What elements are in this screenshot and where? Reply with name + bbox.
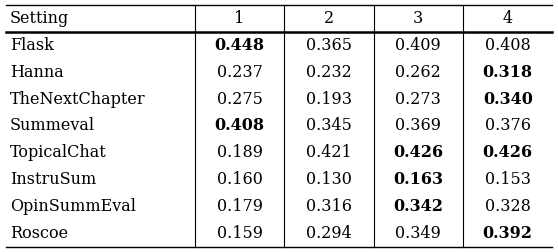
Text: 0.408: 0.408	[214, 117, 264, 135]
Text: Setting: Setting	[10, 10, 69, 27]
Text: 0.179: 0.179	[217, 198, 262, 215]
Text: 0.316: 0.316	[306, 198, 352, 215]
Text: 0.342: 0.342	[393, 198, 443, 215]
Text: OpinSummEval: OpinSummEval	[10, 198, 136, 215]
Text: 0.340: 0.340	[483, 91, 533, 108]
Text: Hanna: Hanna	[10, 64, 64, 81]
Text: 2: 2	[324, 10, 334, 27]
Text: 0.369: 0.369	[395, 117, 441, 135]
Text: 0.160: 0.160	[217, 171, 262, 188]
Text: 0.193: 0.193	[306, 91, 352, 108]
Text: 0.294: 0.294	[306, 225, 352, 242]
Text: 0.376: 0.376	[485, 117, 531, 135]
Text: 0.189: 0.189	[217, 144, 262, 161]
Text: 0.153: 0.153	[485, 171, 531, 188]
Text: 0.232: 0.232	[306, 64, 352, 81]
Text: TopicalChat: TopicalChat	[10, 144, 107, 161]
Text: 0.273: 0.273	[396, 91, 441, 108]
Text: Summeval: Summeval	[10, 117, 95, 135]
Text: 0.349: 0.349	[396, 225, 441, 242]
Text: 0.237: 0.237	[217, 64, 262, 81]
Text: 0.163: 0.163	[393, 171, 443, 188]
Text: 1: 1	[234, 10, 244, 27]
Text: TheNextChapter: TheNextChapter	[10, 91, 146, 108]
Text: 0.392: 0.392	[483, 225, 533, 242]
Text: 0.262: 0.262	[396, 64, 441, 81]
Text: 0.365: 0.365	[306, 37, 352, 54]
Text: 0.345: 0.345	[306, 117, 352, 135]
Text: InstruSum: InstruSum	[10, 171, 97, 188]
Text: 0.275: 0.275	[217, 91, 262, 108]
Text: 0.409: 0.409	[396, 37, 441, 54]
Text: 0.448: 0.448	[214, 37, 264, 54]
Text: 0.130: 0.130	[306, 171, 352, 188]
Text: 0.328: 0.328	[485, 198, 531, 215]
Text: 0.159: 0.159	[217, 225, 262, 242]
Text: 4: 4	[503, 10, 513, 27]
Text: 0.408: 0.408	[485, 37, 531, 54]
Text: 0.318: 0.318	[483, 64, 533, 81]
Text: 3: 3	[413, 10, 424, 27]
Text: 0.421: 0.421	[306, 144, 352, 161]
Text: Roscoe: Roscoe	[10, 225, 68, 242]
Text: 0.426: 0.426	[483, 144, 533, 161]
Text: 0.426: 0.426	[393, 144, 444, 161]
Text: Flask: Flask	[10, 37, 54, 54]
